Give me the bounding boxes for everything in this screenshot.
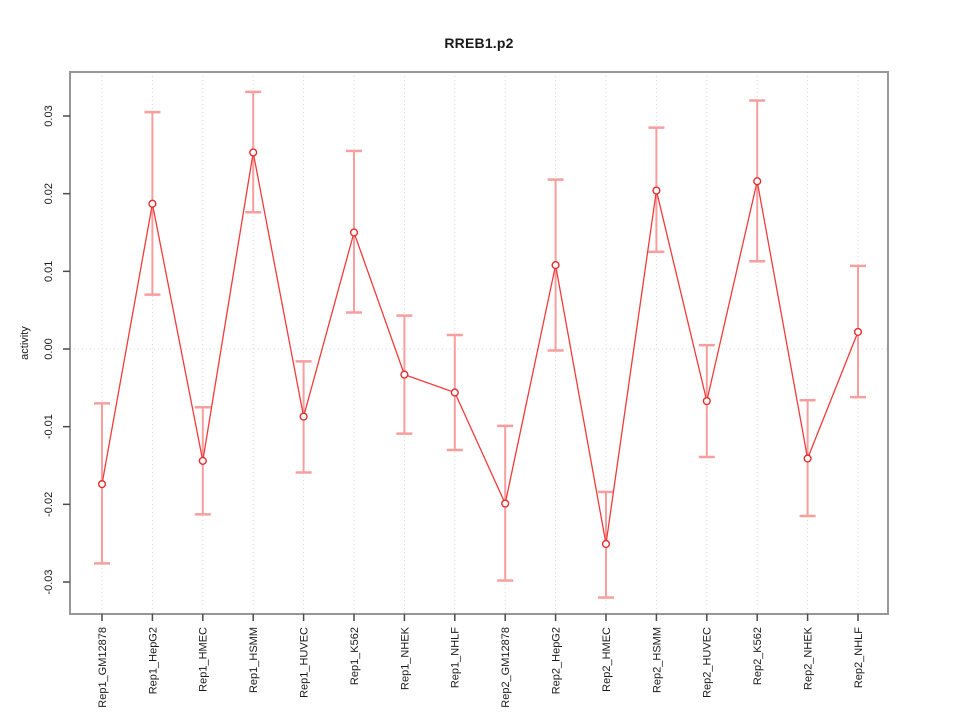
data-point-marker bbox=[450, 388, 459, 397]
y-tick-label: -0.03 bbox=[43, 569, 55, 594]
chart-title: RREB1.p2 bbox=[444, 35, 513, 51]
plot-frame-group bbox=[69, 71, 889, 615]
x-tick-label: Rep1_K562 bbox=[349, 627, 361, 685]
data-point-marker bbox=[349, 228, 359, 237]
y-axis-label: activity bbox=[19, 326, 31, 360]
series-line bbox=[101, 152, 859, 545]
data-point-marker bbox=[148, 199, 157, 208]
gridlines-group bbox=[70, 72, 888, 614]
x-tick-label: Rep2_NHLF bbox=[853, 627, 865, 688]
data-point-marker bbox=[198, 456, 207, 465]
axis-ticks-group: -0.03 -0.02 -0.01 0.00 0.01 0.02 0.03 Rep1_GM12… bbox=[43, 105, 865, 707]
y-tick-label: 0.02 bbox=[43, 183, 55, 204]
data-point-marker bbox=[601, 539, 611, 549]
x-tick-label: Rep1_GM12878 bbox=[97, 627, 109, 708]
data-point-marker bbox=[753, 177, 762, 186]
data-point-marker bbox=[551, 261, 560, 270]
data-point-marker bbox=[803, 454, 812, 463]
x-tick-label: Rep2_HepG2 bbox=[550, 627, 562, 694]
data-point-marker bbox=[97, 480, 107, 489]
data-point-marker bbox=[853, 327, 863, 337]
x-tick-label: Rep1_HepG2 bbox=[147, 627, 159, 694]
x-tick-label: Rep2_NHEK bbox=[802, 626, 814, 690]
x-tick-label: Rep2_HSMM bbox=[651, 627, 663, 693]
x-tick-label: Rep2_GM12878 bbox=[500, 627, 512, 708]
data-point-marker bbox=[652, 186, 661, 195]
data-point-marker bbox=[501, 499, 510, 508]
x-tick-label: Rep1_HMEC bbox=[198, 627, 210, 692]
y-tick-label: 0.03 bbox=[43, 105, 55, 126]
x-tick-label: Rep2_HUVEC bbox=[702, 627, 714, 698]
x-tick-label: Rep2_K562 bbox=[752, 627, 764, 685]
data-series-group bbox=[94, 90, 866, 599]
x-tick-label: Rep2_HMEC bbox=[601, 627, 613, 692]
data-point-marker bbox=[702, 396, 711, 406]
data-point-marker bbox=[299, 412, 308, 421]
y-tick-label: 0.00 bbox=[43, 338, 55, 359]
x-tick-label: Rep1_HSMM bbox=[248, 627, 260, 693]
x-tick-label: Rep1_HUVEC bbox=[298, 627, 310, 698]
plot-frame bbox=[69, 71, 889, 615]
y-tick-label: -0.01 bbox=[43, 414, 55, 439]
y-tick-label: 0.01 bbox=[43, 261, 55, 282]
data-point-marker bbox=[400, 370, 409, 379]
data-point-marker bbox=[249, 148, 258, 157]
y-tick-label: -0.02 bbox=[43, 492, 55, 517]
x-tick-label: Rep1_NHLF bbox=[450, 627, 462, 688]
x-tick-label: Rep1_NHEK bbox=[399, 626, 411, 690]
